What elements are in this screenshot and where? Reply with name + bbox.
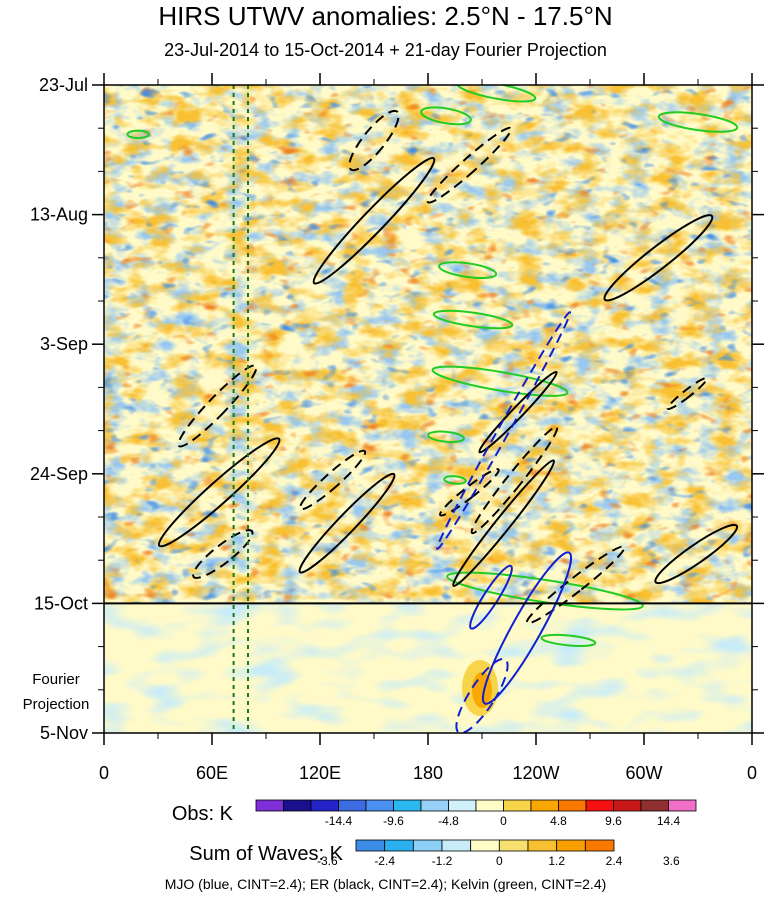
er-contour-1 [348,109,400,172]
y-tick-label-3: 3-Sep [40,334,88,354]
er-contour-9 [298,472,396,574]
obs-colorbar-swatch-6 [393,799,422,812]
obs-colorbar-swatch-1 [255,799,284,812]
obs-colorbar-swatch-16 [668,799,697,812]
mjo-contour-4 [455,657,509,733]
y-tick-label-4: 24-Sep [30,464,88,484]
obs-colorbar-tick-label-3: -4.8 [438,814,459,828]
er-contour-11 [452,459,556,587]
obs-colorbar-tick-label-4: 0 [500,814,507,828]
waves-colorbar-label: Sum of Waves: K [189,843,343,865]
mjo-contour-1 [436,311,572,551]
obs-colorbar-swatch-12 [558,799,587,812]
projection-label-line2: Projection [23,696,90,713]
x-tick-label-6: 60W [625,763,662,783]
y-tick-label-6: 5-Nov [40,723,88,743]
er-contour-7 [192,529,254,579]
obs-colorbar-swatch-15 [640,799,669,812]
waves-colorbar-swatch-6 [498,839,529,852]
waves-colorbar-swatch-4 [441,839,472,852]
waves-colorbar-swatch-7 [527,839,558,852]
reference-lines [232,85,249,733]
x-tick-label-2: 60E [196,763,228,783]
obs-colorbar-label: Obs: K [172,803,234,825]
obs-colorbar: -14.4 -9.6 -4.8 0 4.8 9.6 14.4 [255,799,697,828]
er-contour-15 [654,523,739,585]
chart-title: HIRS UTWV anomalies: 2.5°N - 17.5°N [158,1,613,31]
obs-colorbar-swatch-13 [585,799,614,812]
obs-colorbar-swatch-4 [338,799,367,812]
er-contour-2 [312,156,436,285]
waves-colorbar-tick-label-1: -3.6 [317,854,338,868]
kelvin-contour-6 [432,309,514,330]
obs-colorbar-swatch-14 [613,799,642,812]
kelvin-contour-9 [443,475,467,485]
y-tick-label-1: 23-Jul [39,75,88,95]
obs-colorbar-swatch-11 [530,799,559,812]
waves-colorbar-tick-label-7: 3.6 [663,854,680,868]
projection-label-line1: Fourier [32,671,80,688]
obs-colorbar-tick-label-5: 4.8 [550,814,567,828]
kelvin-contour-11 [540,633,597,647]
kelvin-contour-2 [420,106,472,126]
kelvin-contour-1 [456,85,537,103]
er-contour-6 [157,437,281,548]
kelvin-contour-4 [126,129,150,140]
obs-colorbar-tick-label-6: 9.6 [605,814,622,828]
obs-colorbar-swatch-8 [448,799,477,812]
wave-contours [126,85,739,733]
kelvin-contour-3 [657,111,739,133]
x-tick-label-3: 120E [299,763,341,783]
kelvin-contour-8 [427,430,465,443]
axes: 23-Jul 13-Aug 3-Sep 24-Sep 15-Oct 5-Nov 0 60E 12… [30,73,764,783]
er-contour-16 [666,377,708,411]
y-tick-label-5: 15-Oct [34,593,88,613]
legend-footer: MJO (blue, CINT=2.4); ER (black, CINT=2.… [164,876,607,892]
kelvin-contour-7 [431,365,569,397]
waves-colorbar: -3.6 -2.4 -1.2 0 1.2 2.4 3.6 [317,839,680,868]
x-tick-label-5: 120W [512,763,559,783]
waves-colorbar-swatch-3 [412,839,443,852]
y-tick-label-2: 13-Aug [30,205,88,225]
kelvin-contour-5 [438,261,498,279]
obs-colorbar-swatch-5 [365,799,394,812]
waves-colorbar-swatch-9 [584,839,615,852]
er-contour-3 [426,126,513,204]
waves-colorbar-tick-label-5: 1.2 [548,854,565,868]
observed-anomaly-field [104,85,752,603]
waves-colorbar-tick-label-2: -2.4 [374,854,395,868]
waves-colorbar-swatch-8 [556,839,586,852]
obs-colorbar-swatch-3 [310,799,339,812]
er-contour-5 [177,364,258,448]
obs-colorbar-swatch-2 [283,799,312,812]
waves-colorbar-tick-label-4: 0 [496,854,503,868]
obs-colorbar-tick-label-1: -14.4 [325,814,353,828]
obs-colorbar-tick-label-7: 14.4 [657,814,681,828]
mjo-contour-3 [469,564,513,630]
obs-colorbar-swatch-9 [475,799,504,812]
er-contour-14 [525,545,626,625]
mjo-contour-2 [481,551,573,705]
er-contour-4 [603,214,714,302]
obs-colorbar-swatch-7 [420,799,449,812]
waves-colorbar-swatch-1 [355,839,386,852]
er-contour-12 [478,370,558,454]
waves-colorbar-tick-label-3: -1.2 [432,854,453,868]
waves-colorbar-swatch-2 [384,839,414,852]
x-tick-label-7: 0 [747,763,757,783]
obs-colorbar-tick-label-2: -9.6 [383,814,404,828]
chart-subtitle: 23-Jul-2014 to 15-Oct-2014 + 21-day Four… [164,40,607,60]
projection-anomaly-field [104,603,752,733]
waves-colorbar-swatch-5 [470,839,500,852]
obs-colorbar-swatch-10 [503,799,532,812]
er-contour-8 [299,449,367,511]
waves-colorbar-tick-label-6: 2.4 [606,854,623,868]
x-tick-label-4: 180 [413,763,443,783]
er-contour-13 [470,425,559,535]
x-tick-label-1: 0 [99,763,109,783]
